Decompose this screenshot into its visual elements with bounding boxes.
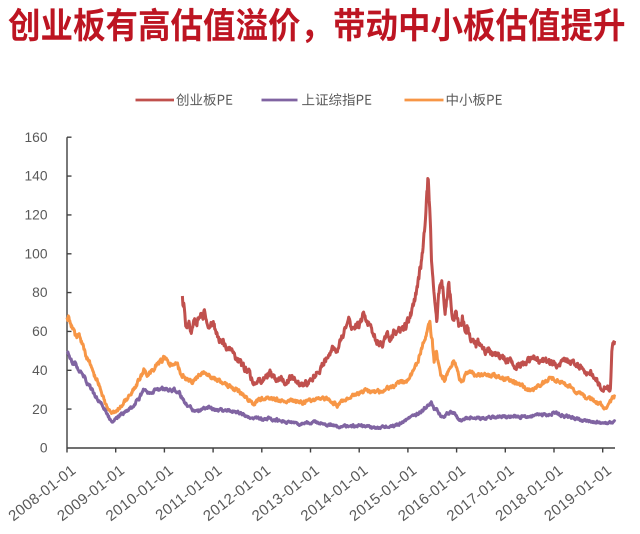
- svg-text:120: 120: [24, 208, 47, 223]
- svg-text:40: 40: [32, 363, 48, 378]
- svg-text:100: 100: [24, 246, 47, 261]
- svg-text:0: 0: [40, 441, 48, 456]
- svg-text:80: 80: [32, 285, 48, 300]
- svg-text:160: 160: [24, 130, 47, 145]
- svg-text:140: 140: [24, 169, 47, 184]
- svg-text:20: 20: [32, 402, 48, 417]
- svg-text:60: 60: [32, 324, 48, 339]
